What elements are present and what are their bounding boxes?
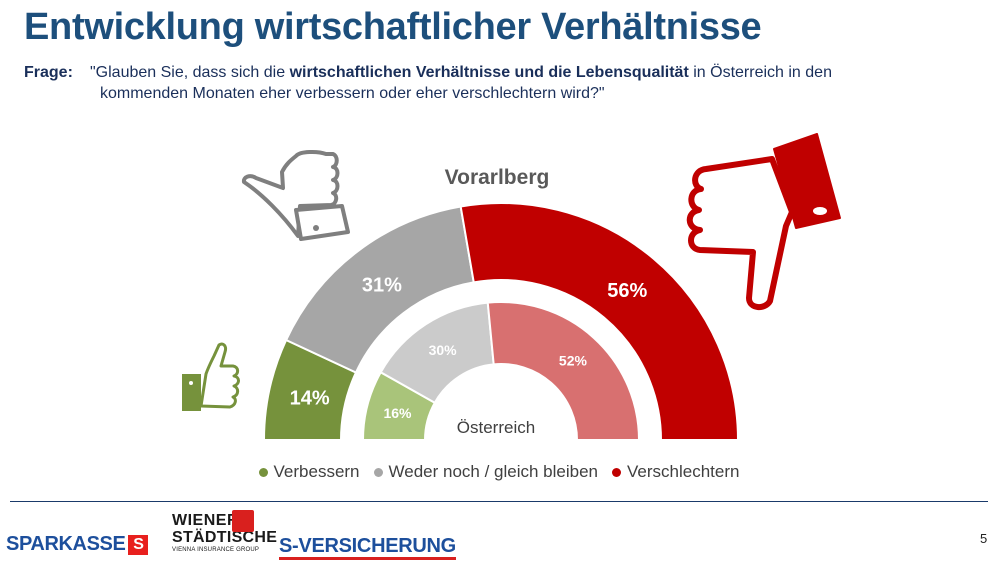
outer-slice-verschlechtern (459, 202, 740, 441)
wiener-line-3: VIENNA INSURANCE GROUP (172, 547, 260, 553)
sparkasse-wordmark: SPARKASSE (6, 533, 126, 555)
outer-label-gleich: 31% (362, 274, 402, 296)
question-label: Frage: (24, 64, 73, 81)
survey-question: Frage: "Glauben Sie, dass sich die wirtsc… (24, 62, 964, 104)
question-line-2: kommenden Monaten eher verbessern oder e… (100, 85, 605, 102)
chart-labels: 14% 31% 56% 16% 30% 52% (290, 274, 648, 420)
thumb-sideways-icon (241, 149, 350, 241)
inner-ring-oesterreich (361, 301, 641, 441)
outer-ring-title: Vorarlberg (445, 166, 550, 189)
inner-label-verschlechtern: 52% (559, 353, 588, 369)
question-line-1: Frage: "Glauben Sie, dass sich die wirtsc… (24, 62, 964, 83)
wiener-line-2: STÄDTISCHE (172, 529, 278, 546)
sparkasse-s-icon: S (128, 534, 149, 555)
page-title: Entwicklung wirtschaftlicher Verhältniss… (24, 6, 762, 48)
sparkasse-logo: SPARKASSE S (6, 533, 149, 556)
legend-label: Verbessern (273, 462, 360, 481)
wiener-line-1: WIENER (172, 512, 239, 529)
question-text-bold: wirtschaftlichen Verhältnisse und die Le… (289, 64, 689, 81)
legend-dot-icon (258, 467, 268, 477)
thumbs-up-icon (182, 342, 240, 411)
outer-label-verbessern: 14% (290, 388, 330, 410)
inner-label-gleich: 30% (429, 342, 458, 358)
outer-label-verschlechtern: 56% (607, 280, 647, 302)
inner-ring-title: Österreich (457, 418, 535, 437)
page-number: 5 (980, 531, 988, 546)
footer-divider (10, 501, 988, 502)
question-text-part1: "Glauben Sie, dass sich die (90, 64, 290, 81)
wiener-staedtische-logo: WIENER STÄDTISCHE VIENNA INSURANCE GROUP (172, 510, 278, 554)
legend-item-verschlechtern: Verschlechtern (612, 462, 739, 482)
inner-label-verbessern: 16% (383, 405, 412, 421)
legend-label: Verschlechtern (627, 462, 740, 481)
legend-item-gleich: Weder noch / gleich bleiben (373, 462, 599, 482)
outer-ring-vorarlberg (262, 202, 740, 441)
inner-slice-verschlechtern (486, 301, 641, 441)
legend-dot-icon (373, 467, 383, 477)
legend-item-verbessern: Verbessern (258, 462, 360, 482)
question-text-part2: in Österreich in den (688, 64, 832, 81)
s-versicherung-logo: S-VERSICHERUNG (279, 535, 456, 560)
thumbs-down-icon (686, 133, 841, 310)
chart-legend: Verbessern Weder noch / gleich bleiben V… (0, 462, 998, 482)
wiener-badge-icon (232, 510, 254, 532)
legend-dot-icon (612, 467, 622, 477)
legend-label: Weder noch / gleich bleiben (388, 462, 599, 481)
